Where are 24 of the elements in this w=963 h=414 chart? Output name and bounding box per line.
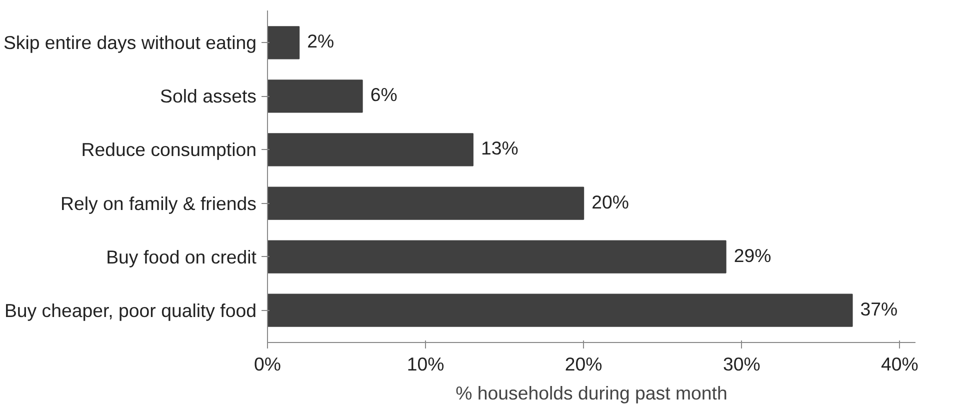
x-tick-label: 20% — [564, 354, 602, 374]
bar — [268, 240, 726, 274]
x-tick-label: 10% — [406, 354, 444, 374]
x-tick-label: 30% — [722, 354, 760, 374]
data-label: 29% — [734, 244, 772, 266]
y-tick-label: Buy food on credit — [106, 246, 258, 268]
y-tick-label: Buy cheaper, poor quality food — [4, 300, 257, 321]
bar — [268, 294, 853, 327]
data-label: 20% — [592, 191, 629, 212]
y-tick-label: Rely on family & friends — [60, 192, 257, 214]
y-tick-label: Reduce consumption — [81, 139, 257, 160]
y-tick-label: Skip entire days without eating — [3, 32, 257, 54]
bar — [268, 186, 584, 220]
data-label: 13% — [480, 138, 518, 159]
bar — [268, 26, 300, 60]
data-label: 2% — [307, 30, 334, 52]
x-axis-title: % households during past month — [456, 382, 728, 404]
bar — [268, 133, 474, 166]
x-tick-label: 0% — [254, 354, 281, 374]
data-label: 37% — [860, 298, 898, 320]
bar — [268, 80, 363, 113]
y-tick-label: Sold assets — [160, 86, 257, 107]
data-label: 6% — [370, 84, 398, 106]
x-tick-label: 40% — [881, 354, 918, 374]
